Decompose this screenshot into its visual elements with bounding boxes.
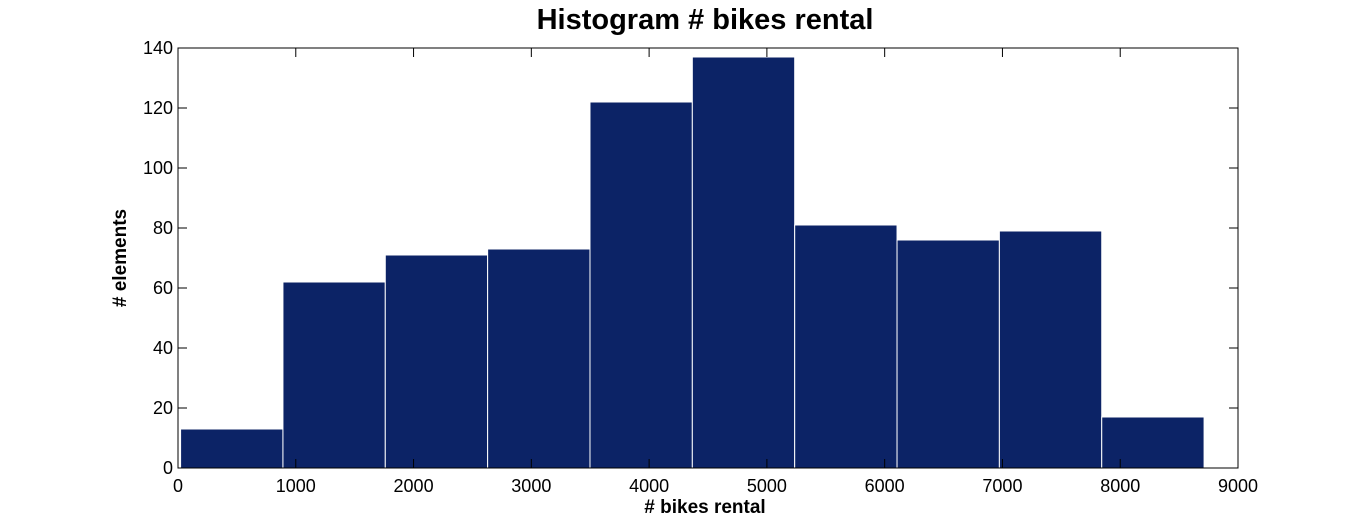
histogram-bar (487, 248, 591, 469)
x-tick-label: 8000 (1100, 476, 1140, 496)
y-tick-label: 0 (163, 458, 173, 478)
x-tick-label: 0 (173, 476, 183, 496)
plot-area: 0 1000 2000 3000 4000 5000 6000 7000 8000 9000 0 20… (143, 38, 1258, 496)
chart-title: Histogram # bikes rental (537, 4, 874, 36)
histogram-bar (180, 428, 284, 469)
x-axis-title: # bikes rental (644, 497, 765, 518)
x-tick-label: 2000 (394, 476, 434, 496)
histogram-bar (794, 224, 898, 469)
y-tick-label: 140 (143, 38, 173, 58)
histogram-bar (1101, 416, 1205, 469)
y-tick-label: 60 (153, 278, 173, 298)
histogram-bar (998, 230, 1103, 469)
y-tick-label: 20 (153, 398, 173, 418)
histogram-bar (282, 281, 386, 469)
y-tick-label: 40 (153, 338, 173, 358)
y-axis-title: # elements (110, 209, 131, 307)
y-tick-label: 120 (143, 98, 173, 118)
y-tick-label: 80 (153, 218, 173, 238)
histogram-bar (384, 254, 489, 469)
x-tick-label: 3000 (511, 476, 551, 496)
plot-frame (177, 47, 1239, 469)
x-tick-label: 4000 (629, 476, 669, 496)
histogram-bar (896, 239, 1000, 469)
x-tick-label: 6000 (865, 476, 905, 496)
y-tick-label: 100 (143, 158, 173, 178)
histogram-bar (691, 56, 796, 469)
x-tick-label: 1000 (276, 476, 316, 496)
x-tick-label: 9000 (1218, 476, 1258, 496)
x-tick-label: 5000 (747, 476, 787, 496)
histogram-bar (589, 101, 693, 469)
x-tick-label: 7000 (982, 476, 1022, 496)
